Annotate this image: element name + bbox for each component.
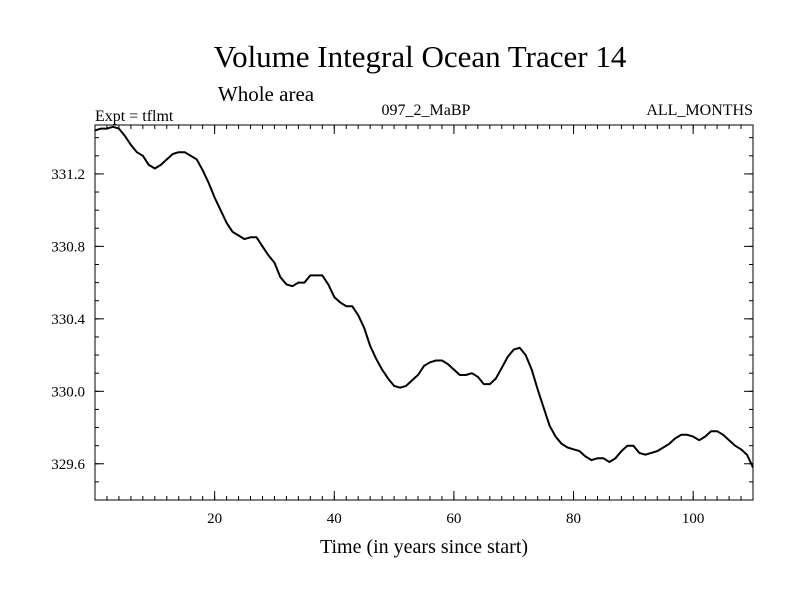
x-tick-label: 100 bbox=[682, 511, 705, 527]
chart-subtitle: Whole area bbox=[218, 82, 315, 106]
x-tick-label: 80 bbox=[566, 511, 581, 527]
x-tick-label: 20 bbox=[207, 511, 222, 527]
x-tick-label: 40 bbox=[327, 511, 342, 527]
y-tick-label: 330.8 bbox=[51, 239, 85, 255]
y-tick-label: 330.4 bbox=[51, 312, 85, 328]
y-tick-label: 331.2 bbox=[51, 167, 85, 183]
chart-title: Volume Integral Ocean Tracer 14 bbox=[214, 39, 627, 74]
x-tick-label: 60 bbox=[446, 511, 461, 527]
data-line bbox=[94, 125, 754, 468]
x-axis-label: Time (in years since start) bbox=[320, 536, 528, 558]
y-tick-label: 329.6 bbox=[51, 457, 85, 473]
experiment-label: Expt = tflmt bbox=[95, 108, 174, 125]
tick-labels: 20 40 60 80 100 329.6 330.0 330.4 330.8 331.2 bbox=[51, 167, 704, 527]
y-tick-label: 330.0 bbox=[51, 384, 85, 400]
plot-frame bbox=[94, 124, 754, 501]
run-label: 097_2_MaBP bbox=[382, 102, 471, 119]
axis-ticks bbox=[94, 125, 754, 501]
period-label: ALL_MONTHS bbox=[646, 102, 753, 119]
